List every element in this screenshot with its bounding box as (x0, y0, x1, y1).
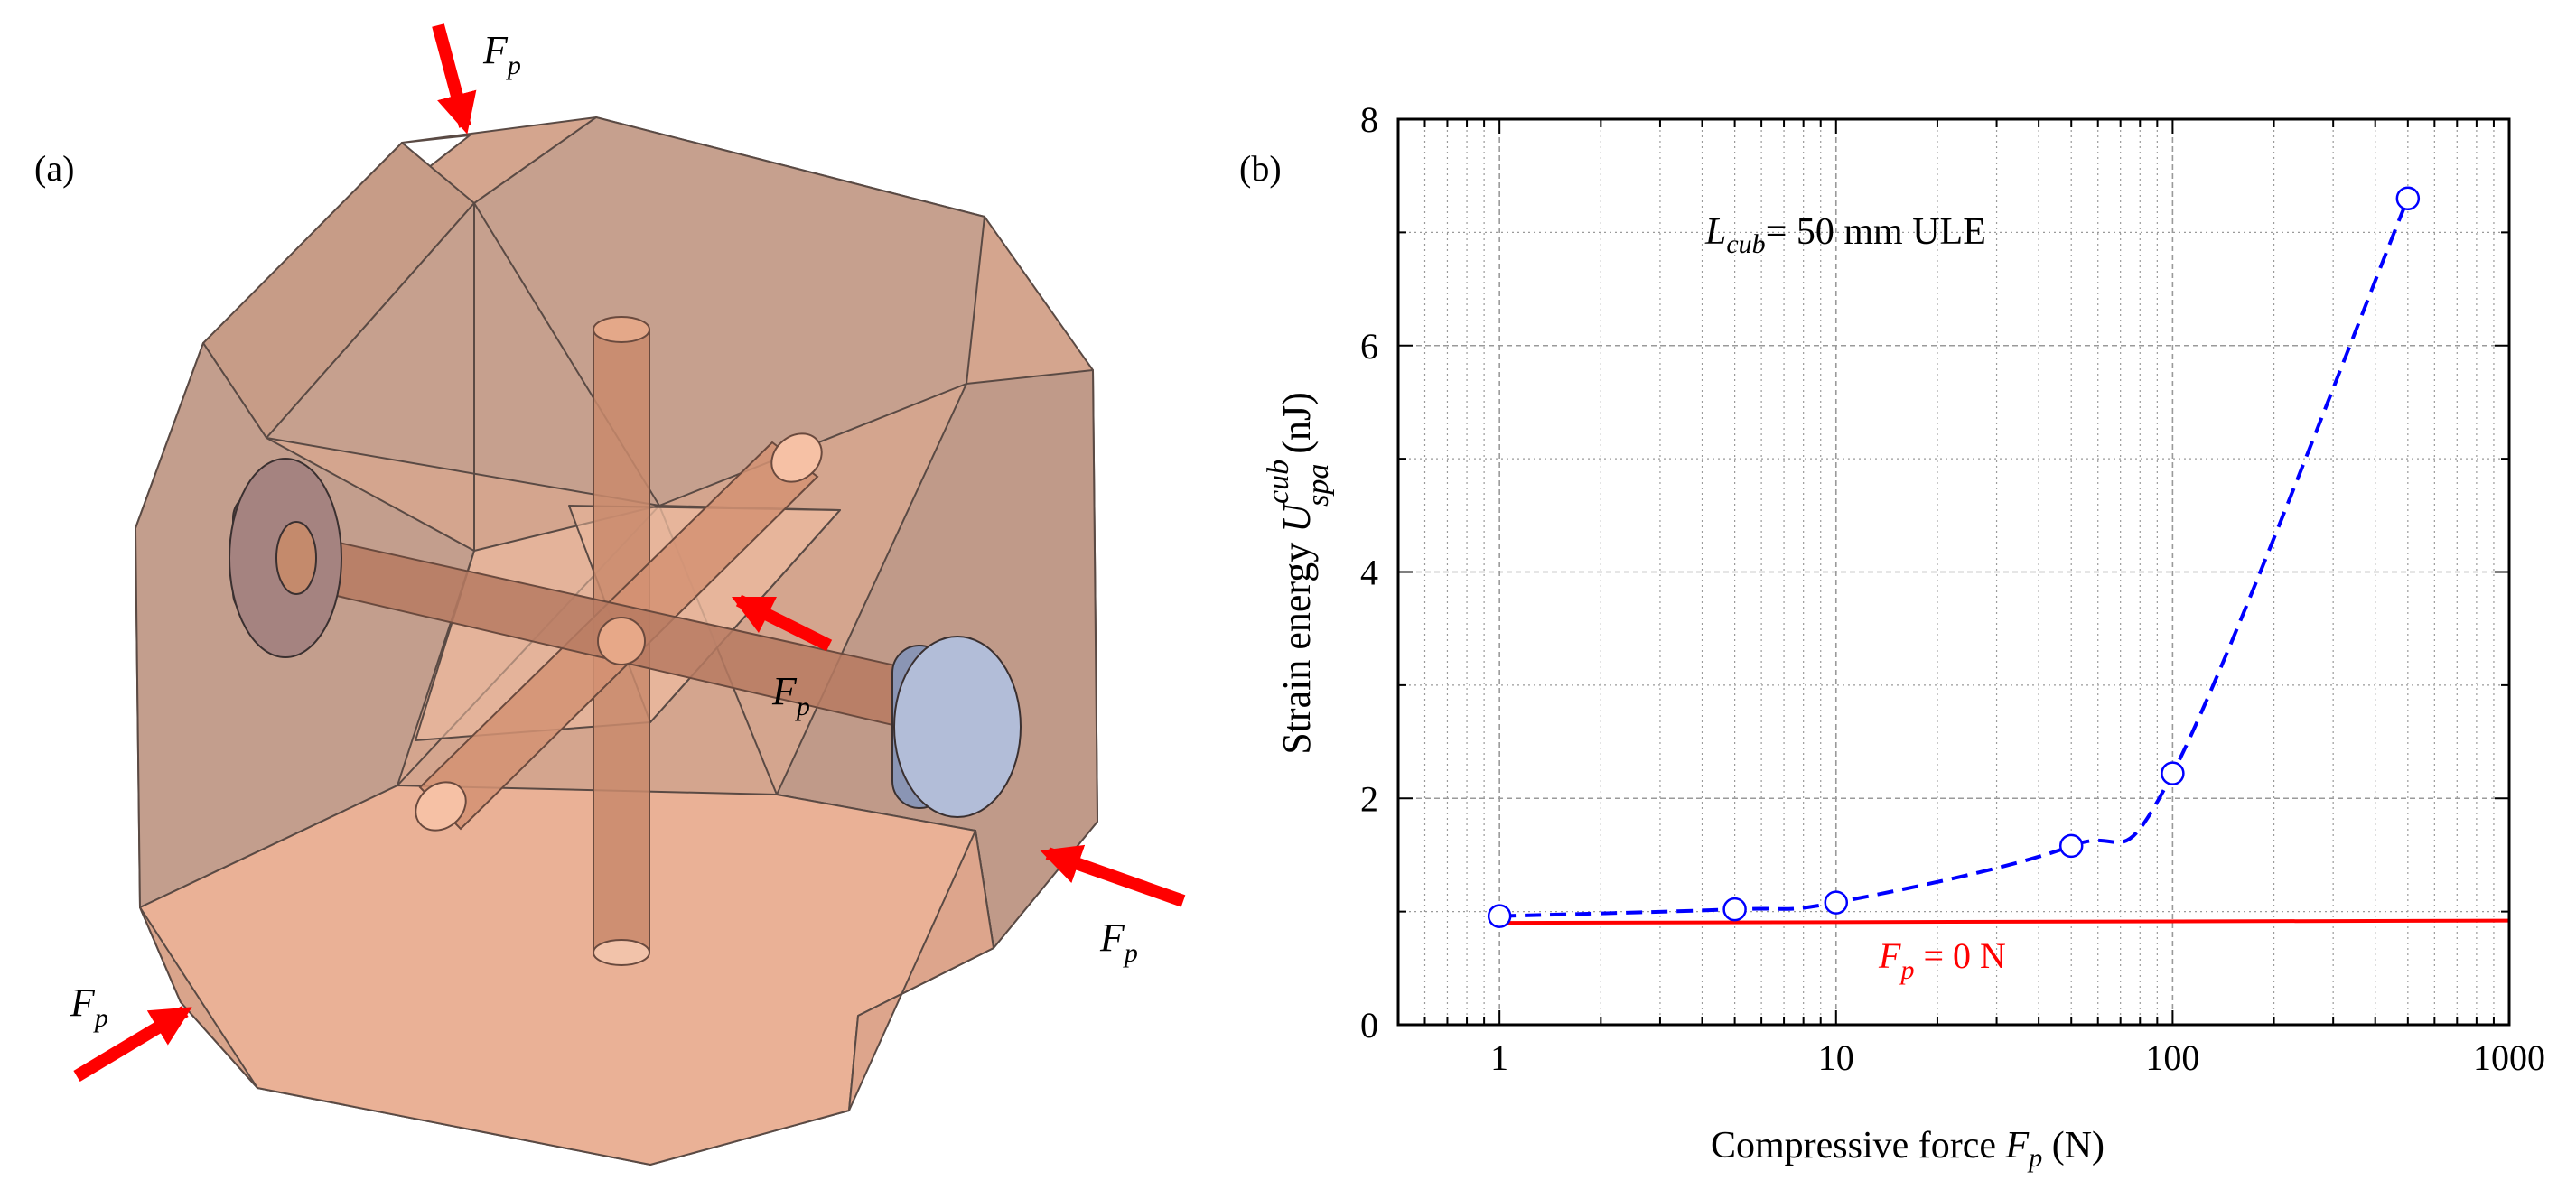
panel-b-label: (b) (1239, 148, 1282, 189)
y-tick-label: 8 (1360, 99, 1378, 140)
force-label-center: Fp (771, 669, 810, 721)
major-grid (1398, 119, 2509, 1025)
force-arrow-top (432, 23, 477, 135)
y-tick-label: 0 (1360, 1005, 1378, 1046)
panel-b-chart: (b) 1 10 100 1000 0 2 4 6 8 Lcub= 50 mm ULE Fp … (1239, 99, 2545, 1173)
force-arrow-left (73, 1005, 192, 1083)
force-label-top: Fp (482, 28, 521, 80)
data-point-marker (1722, 897, 1747, 922)
plot-frame (1396, 117, 2511, 1027)
bevel-bottom-right (848, 830, 994, 1111)
x-tick-label: 1 (1490, 1037, 1508, 1078)
reference-line-label: Fp = 0 N (1878, 935, 2006, 985)
diagonal-rod-top (770, 432, 823, 483)
truncated-cube-body (135, 116, 1098, 1166)
x-tick-label: 100 (2145, 1037, 2199, 1078)
data-point-marker (2161, 761, 2185, 785)
series-layer (1487, 186, 2510, 928)
x-tick-label: 1000 (2473, 1037, 2545, 1078)
panel-a-illustration: (a) (34, 23, 1186, 1166)
data-point-marker (2395, 186, 2421, 211)
series-reference-line (1499, 918, 2510, 925)
left-disk-hole (275, 521, 317, 595)
bevel-bottom-left (139, 906, 258, 1089)
disks (229, 458, 1022, 818)
vertical-rod-bottom (593, 939, 650, 966)
force-arrows (73, 23, 1186, 1083)
x-axis-label: Compressive force Fp (N) (1711, 1125, 2105, 1173)
force-label-left: Fp (70, 981, 108, 1033)
force-arrow-center (731, 594, 833, 652)
force-labels: Fp Fp Fp Fp (70, 28, 1138, 1033)
series-main-line (1499, 198, 2410, 918)
panel-a-label: (a) (34, 148, 74, 189)
vertical-rod-top (593, 316, 650, 343)
diagonal-rod-bottom (415, 781, 467, 832)
center-ball (597, 617, 646, 665)
force-arrow-right (1040, 844, 1186, 907)
rods (292, 316, 950, 966)
x-tick-label: 10 (1818, 1037, 1854, 1078)
data-point-marker (1824, 890, 1849, 915)
data-point-marker (2058, 833, 2084, 859)
minor-grid (1397, 119, 2509, 1025)
y-tick-label: 2 (1360, 778, 1378, 819)
y-tick-label: 4 (1360, 553, 1378, 593)
chart-annotation: Lcub= 50 mm ULE (1704, 211, 1986, 259)
force-label-right: Fp (1099, 916, 1138, 968)
data-point-marker (1487, 904, 1512, 928)
y-axis-label: Strain energy Ucub spa (nJ) (1262, 392, 1335, 755)
right-disk-face (893, 636, 1022, 818)
x-axis-ticks: 1 10 100 1000 (1397, 119, 2545, 1078)
y-tick-label: 6 (1360, 326, 1378, 367)
